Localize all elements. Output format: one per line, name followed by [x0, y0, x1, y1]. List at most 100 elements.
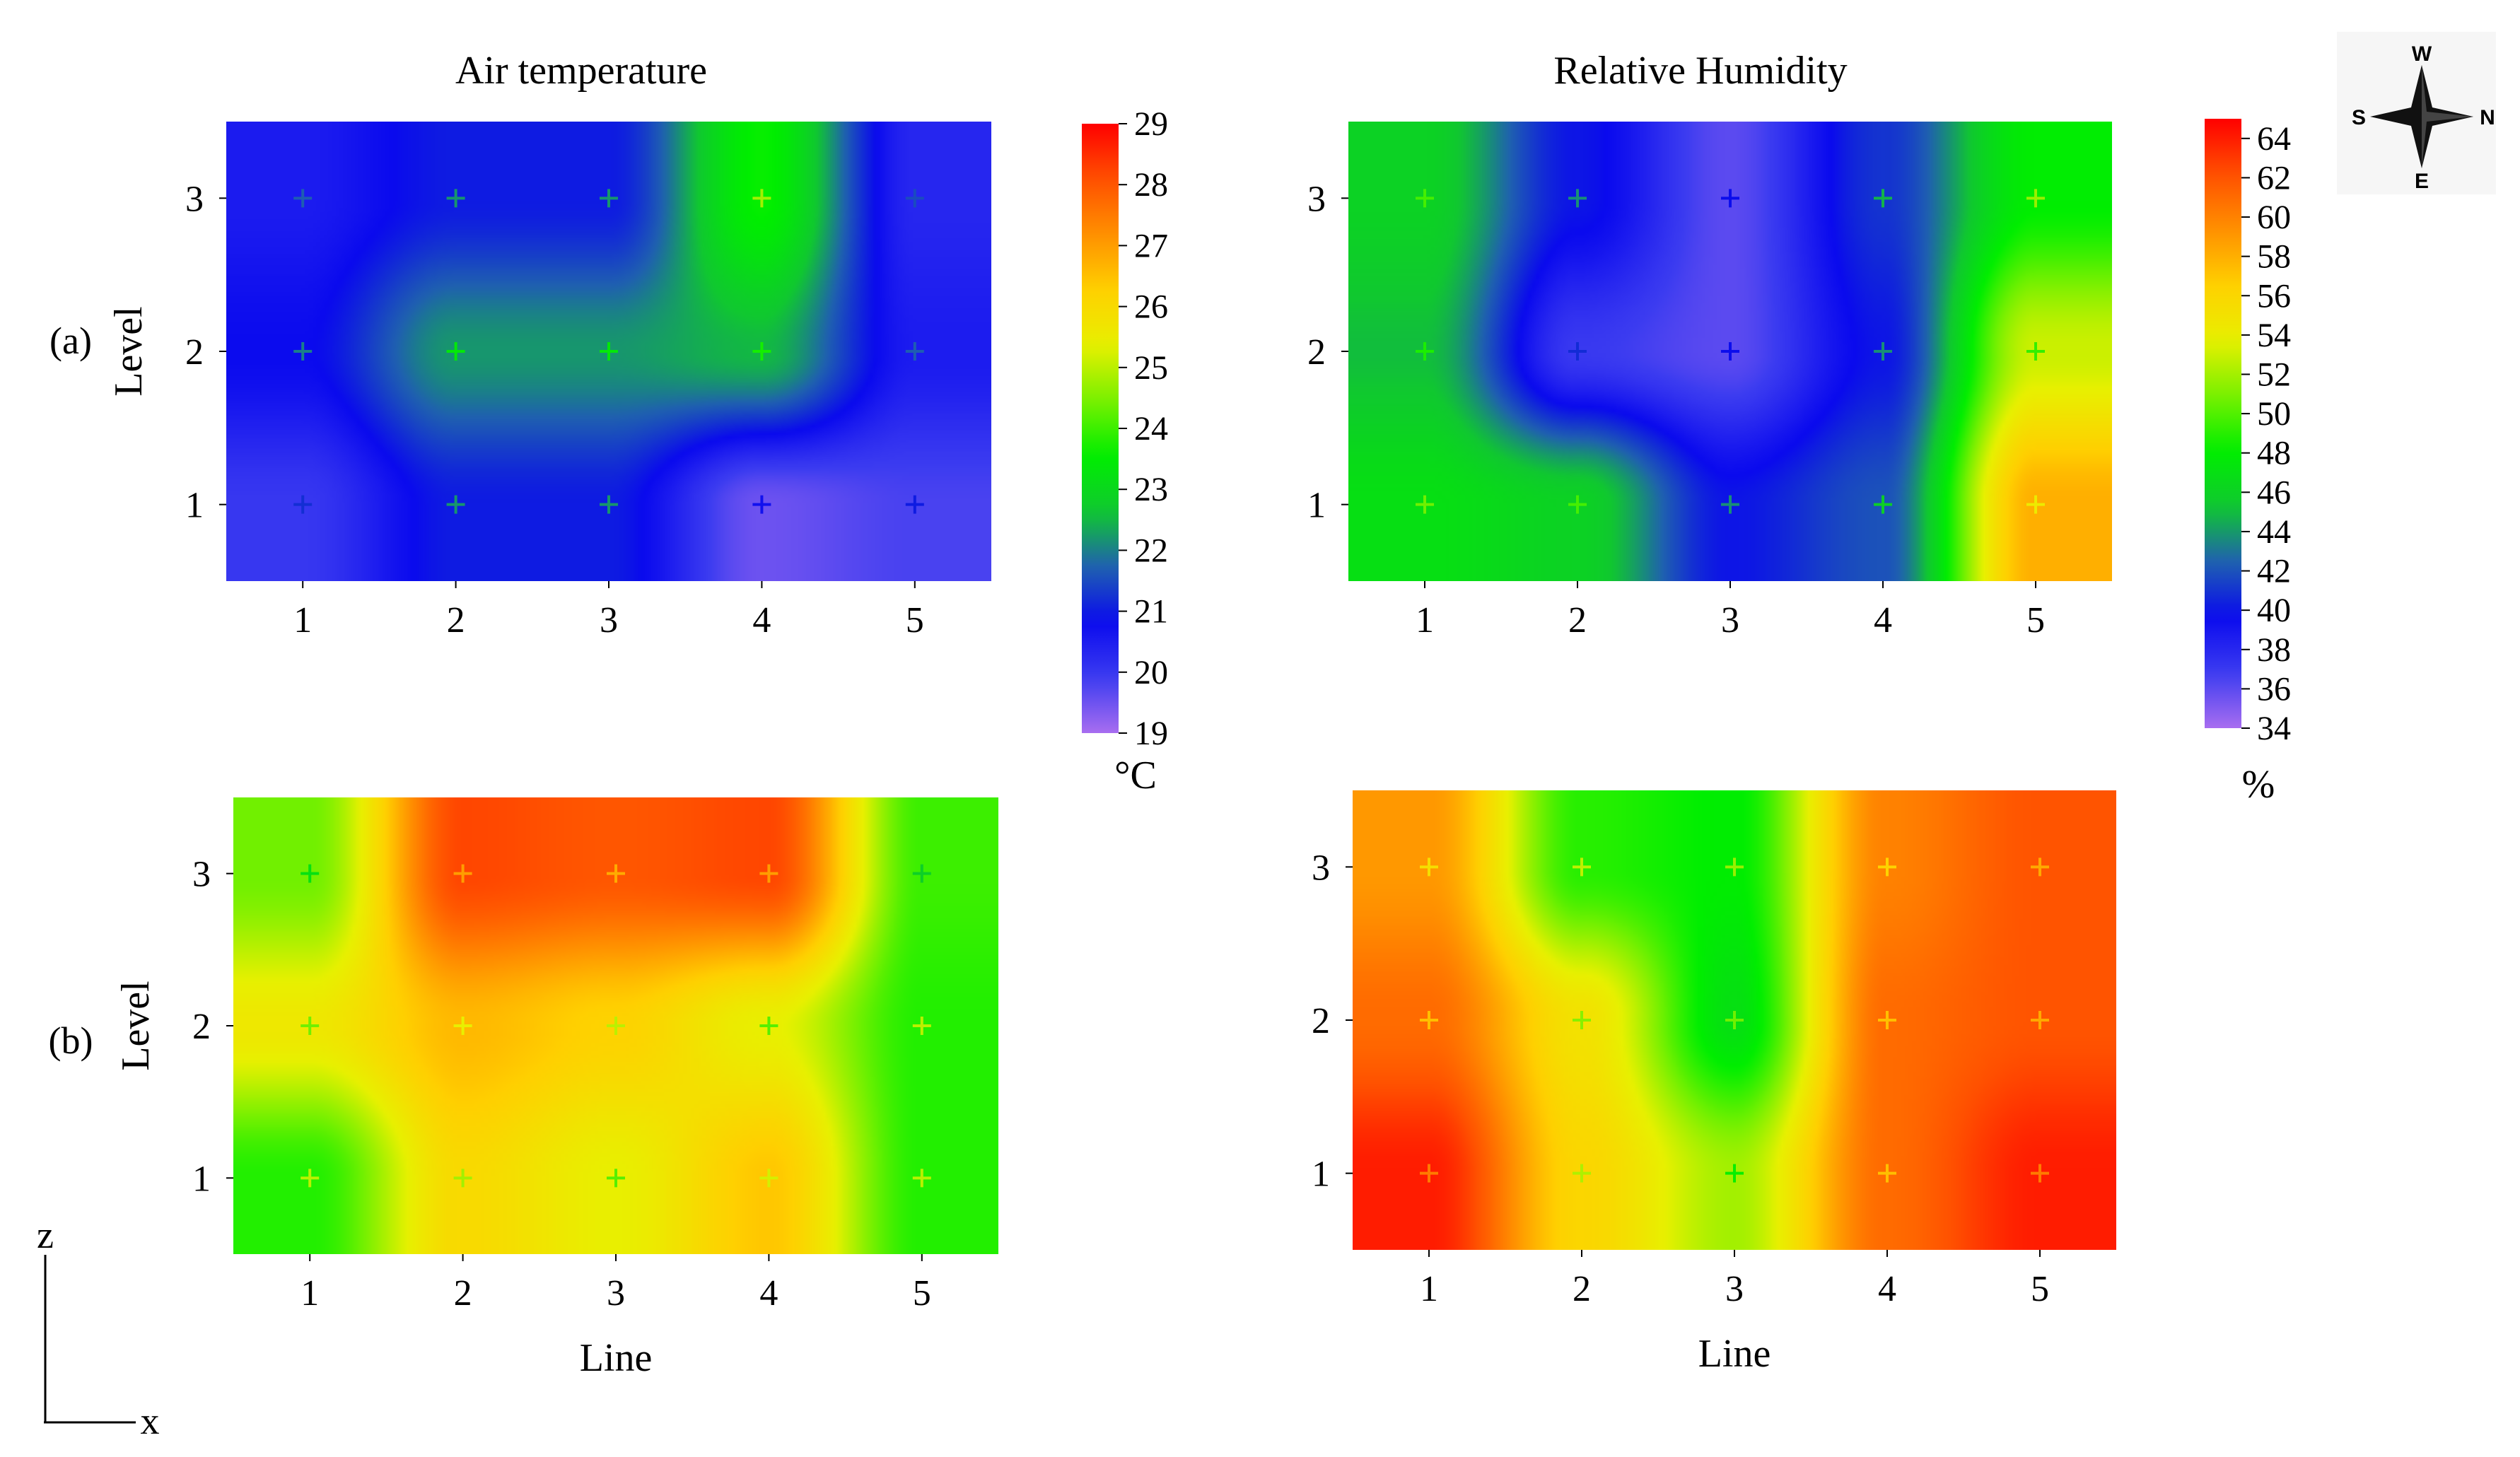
data-point-marker	[1573, 1164, 1591, 1183]
colorbar-tick-label: 23	[1134, 471, 1168, 508]
colorbar-tick-label: 36	[2257, 670, 2291, 708]
colorbar-tick-label: 62	[2257, 159, 2291, 197]
colorbar-tick-label: 19	[1134, 715, 1168, 752]
compass-east-label: E	[2415, 170, 2429, 193]
data-point-marker	[1721, 189, 1739, 208]
colorbar-tick-label: 29	[1134, 105, 1168, 143]
data-point-marker	[446, 189, 465, 208]
data-point-marker	[1568, 495, 1587, 514]
data-point-marker	[752, 342, 771, 361]
x-tick-label: 4	[759, 1273, 778, 1313]
y-tick-label: 1	[192, 1159, 211, 1199]
heatmap-panel-b-temperature: 1 2 3 4 5 1 2 3 Level Line	[114, 797, 998, 1380]
data-point-marker	[912, 1017, 931, 1035]
heatmap-panel-a-temperature: 1 2 3 4 5 1 2 3 Level	[107, 122, 991, 640]
colorbar-tick-label: 44	[2257, 513, 2291, 551]
colorbar-tick-label: 64	[2257, 120, 2291, 158]
colorbar-gradient	[2205, 119, 2241, 728]
data-point-marker	[1420, 1011, 1438, 1029]
colorbar-tick-label: 38	[2257, 631, 2291, 669]
data-point-marker	[1878, 858, 1896, 877]
colorbar-unit-label: °C	[1114, 754, 1157, 797]
x-tick-label: 5	[906, 600, 924, 640]
compass-star-highlight	[2422, 65, 2473, 168]
x-tick-label: 3	[1721, 600, 1739, 640]
x-tick-label: 4	[1874, 600, 1892, 640]
data-point-marker	[905, 189, 924, 208]
title-air-temperature: Air temperature	[455, 49, 707, 93]
y-tick-label: 3	[1307, 179, 1326, 219]
colorbar-tick-label: 26	[1134, 288, 1168, 326]
y-tick-label: 1	[185, 486, 204, 526]
z-axis-label: z	[37, 1214, 54, 1256]
data-point-marker	[1874, 189, 1892, 208]
data-point-marker	[1725, 1011, 1744, 1029]
data-point-marker	[301, 1169, 320, 1188]
data-point-marker	[453, 1017, 472, 1035]
colorbar-tick-label: 48	[2257, 435, 2291, 472]
data-point-marker	[453, 864, 472, 883]
y-axis-title: Level	[107, 306, 151, 396]
data-point-marker	[1573, 1011, 1591, 1029]
x-tick-label: 3	[607, 1273, 625, 1313]
data-point-marker	[301, 864, 320, 883]
title-relative-humidity: Relative Humidity	[1553, 49, 1847, 93]
colorbar-tick-label: 28	[1134, 166, 1168, 204]
data-point-marker	[912, 1169, 931, 1188]
x-tick-label: 1	[293, 600, 312, 640]
x-tick-label: 2	[447, 600, 465, 640]
heatmap-panel-a-humidity: 1 2 3 4 5 1 2 3	[1307, 122, 2112, 640]
data-point-marker	[2026, 495, 2045, 514]
colorbar-tick-label: 60	[2257, 199, 2291, 236]
y-tick-label: 1	[1307, 486, 1326, 526]
y-tick-label: 1	[1312, 1154, 1330, 1195]
data-point-marker	[453, 1169, 472, 1188]
x-tick-label: 3	[1725, 1269, 1744, 1309]
colorbar-tick-label: 24	[1134, 410, 1168, 447]
data-point-marker	[293, 342, 313, 361]
data-point-marker	[1874, 342, 1892, 361]
data-point-marker	[1878, 1164, 1896, 1183]
data-point-marker	[1420, 858, 1438, 877]
x-tick-label: 1	[1416, 600, 1434, 640]
data-point-marker	[2031, 1164, 2049, 1183]
x-tick-label: 5	[913, 1273, 931, 1313]
data-point-marker	[293, 495, 313, 514]
compass-west-label: W	[2412, 42, 2432, 66]
y-tick-label: 2	[1312, 1001, 1330, 1041]
heatmap-panel-b-humidity: 1 2 3 4 5 1 2 3 Line	[1312, 790, 2116, 1376]
y-tick-label: 2	[185, 332, 204, 373]
x-tick-label: 4	[1878, 1269, 1896, 1309]
x-tick-label: 3	[600, 600, 618, 640]
data-point-marker	[607, 1169, 625, 1188]
data-point-marker	[1568, 342, 1587, 361]
colorbar-gradient	[1082, 124, 1119, 733]
data-point-marker	[2031, 858, 2049, 877]
data-point-marker	[2026, 189, 2045, 208]
data-point-marker	[293, 189, 313, 208]
data-point-marker	[1568, 189, 1587, 208]
y-axis-title: Level	[114, 981, 158, 1070]
data-point-marker	[905, 342, 924, 361]
data-point-marker	[1725, 858, 1744, 877]
data-point-marker	[752, 495, 771, 514]
data-point-marker	[1725, 1164, 1744, 1183]
data-point-marker	[1721, 495, 1739, 514]
x-tick-label: 1	[1420, 1269, 1438, 1309]
data-point-marker	[905, 495, 924, 514]
y-tick-label: 2	[1307, 332, 1326, 373]
data-point-marker	[446, 495, 465, 514]
data-point-marker	[2026, 342, 2045, 361]
colorbar-tick-label: 22	[1134, 532, 1168, 569]
colorbar-temperature: 29 28 27 26 25 24 23 22 21 20 19°C	[1082, 105, 1168, 797]
x-tick-label: 4	[752, 600, 771, 640]
x-tick-label: 5	[2031, 1269, 2049, 1309]
colorbar-tick-label: 46	[2257, 474, 2291, 511]
colorbar-unit-label: %	[2242, 763, 2275, 807]
colorbar-tick-label: 40	[2257, 592, 2291, 629]
colorbar-tick-label: 20	[1134, 654, 1168, 691]
colorbar-tick-label: 58	[2257, 238, 2291, 276]
colorbar-tick-label: 25	[1134, 349, 1168, 387]
